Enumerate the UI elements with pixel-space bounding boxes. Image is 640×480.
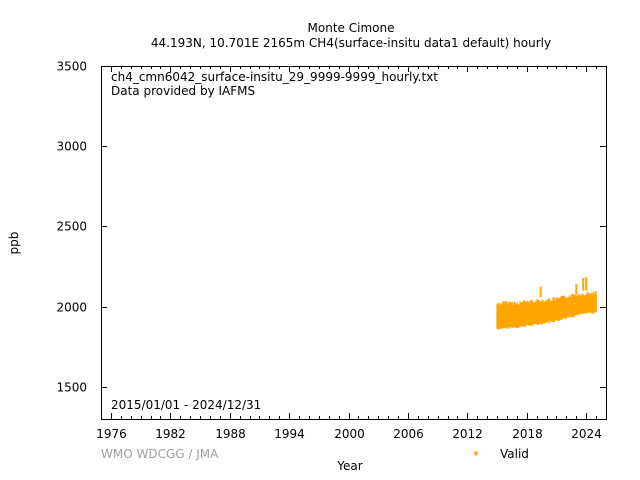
date-range-label: 2015/01/01 - 2024/12/31 [111, 398, 261, 412]
chart-title: Monte Cimone [308, 21, 395, 35]
y-tick-label: 1500 [56, 381, 87, 395]
chart-subtitle: 44.193N, 10.701E 2165m CH4(surface-insit… [151, 36, 551, 50]
x-tick-label: 2000 [334, 427, 365, 441]
x-tick-label: 1976 [96, 427, 127, 441]
x-tick-label: 1982 [155, 427, 186, 441]
x-tick-label: 1988 [215, 427, 246, 441]
y-tick-label: 2000 [56, 301, 87, 315]
y-tick-label: 3000 [56, 140, 87, 154]
x-tick-label: 2012 [452, 427, 483, 441]
file-name-label: ch4_cmn6042_surface-insitu_29_9999-9999_… [111, 70, 438, 84]
legend: Valid [474, 447, 529, 461]
data-provider-label: Data provided by IAFMS [111, 84, 255, 98]
x-tick-label: 2006 [393, 427, 424, 441]
axis-ticks: 1500 2000 2500 3000 3500 1976 1982 1988 1994 2000… [56, 60, 606, 441]
x-tick-label: 2024 [571, 427, 602, 441]
plot-frame [101, 66, 607, 420]
x-axis-label: Year [336, 459, 362, 473]
y-tick-label: 2500 [56, 220, 87, 234]
credit-label: WMO WDCGG / JMA [101, 447, 219, 461]
x-tick-label: 2018 [512, 427, 543, 441]
legend-label-valid: Valid [500, 447, 529, 461]
x-tick-label: 1994 [274, 427, 305, 441]
legend-marker-valid [474, 450, 478, 457]
data-series-valid [496, 276, 597, 330]
y-axis-label: ppb [7, 232, 21, 255]
y-tick-label: 3500 [56, 60, 87, 74]
